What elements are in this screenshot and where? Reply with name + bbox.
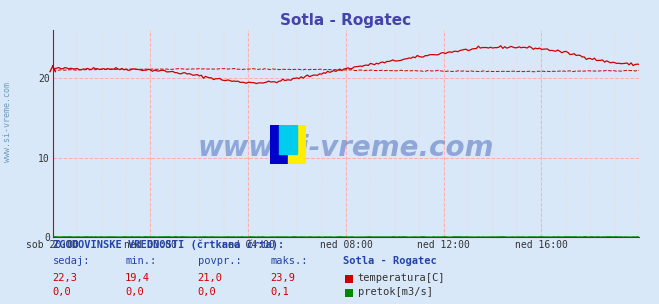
Text: www.si-vreme.com: www.si-vreme.com [198, 134, 494, 162]
Text: 19,4: 19,4 [125, 273, 150, 283]
Text: 0,0: 0,0 [198, 287, 216, 297]
Text: temperatura[C]: temperatura[C] [358, 273, 445, 283]
Text: 22,3: 22,3 [53, 273, 78, 283]
Text: sedaj:: sedaj: [53, 257, 90, 267]
Text: 23,9: 23,9 [270, 273, 295, 283]
Text: www.si-vreme.com: www.si-vreme.com [3, 81, 13, 162]
Text: pretok[m3/s]: pretok[m3/s] [358, 287, 433, 297]
Text: Sotla - Rogatec: Sotla - Rogatec [343, 257, 436, 267]
Text: 0,1: 0,1 [270, 287, 289, 297]
Bar [270, 125, 289, 164]
Text: min.:: min.: [125, 257, 156, 267]
Text: 0,0: 0,0 [125, 287, 144, 297]
Title: Sotla - Rogatec: Sotla - Rogatec [281, 13, 411, 28]
Text: 0,0: 0,0 [53, 287, 71, 297]
Text: ZGODOVINSKE VREDNOSTI (črtkana črta):: ZGODOVINSKE VREDNOSTI (črtkana črta): [53, 239, 284, 250]
Text: povpr.:: povpr.: [198, 257, 241, 267]
Text: 21,0: 21,0 [198, 273, 223, 283]
Bar [289, 125, 306, 164]
Bar [279, 125, 297, 154]
Text: maks.:: maks.: [270, 257, 308, 267]
